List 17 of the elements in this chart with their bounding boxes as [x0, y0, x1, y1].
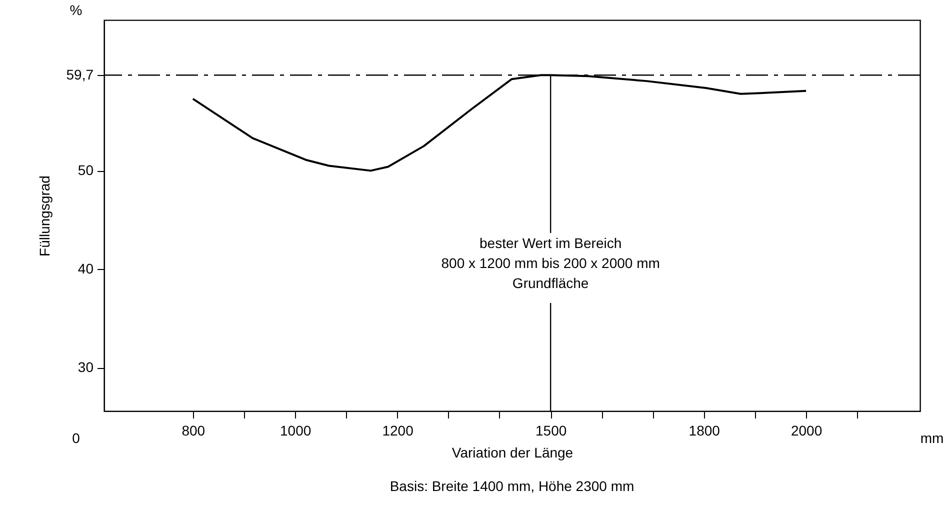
y-tick-label: 40	[78, 260, 94, 277]
x-tick-label: 1800	[688, 422, 720, 438]
x-tick-label: 1000	[280, 422, 312, 438]
x-tick-label: 800	[182, 422, 206, 438]
x-axis-title: Variation der Länge	[452, 444, 574, 460]
text: mm	[920, 430, 943, 446]
y-axis-title: Füllungsgrad	[36, 176, 52, 256]
text: %	[70, 2, 82, 18]
y-tick-label: 59,7	[66, 66, 94, 83]
x-tick-label: 2000	[790, 422, 822, 438]
x-tick-label: 1200	[382, 422, 414, 438]
text: Basis: Breite 1400 mm, Höhe 2300 mm	[390, 478, 634, 494]
x-tick-label: 1500	[536, 422, 567, 438]
y-tick-label: 50	[78, 162, 94, 178]
text: 0	[72, 430, 80, 446]
y-tick-label: 30	[78, 359, 94, 376]
annotation: bester Wert im Bereich 800 x 1200 mm bis 200 x 2000 mm Grundfläche	[441, 235, 660, 292]
